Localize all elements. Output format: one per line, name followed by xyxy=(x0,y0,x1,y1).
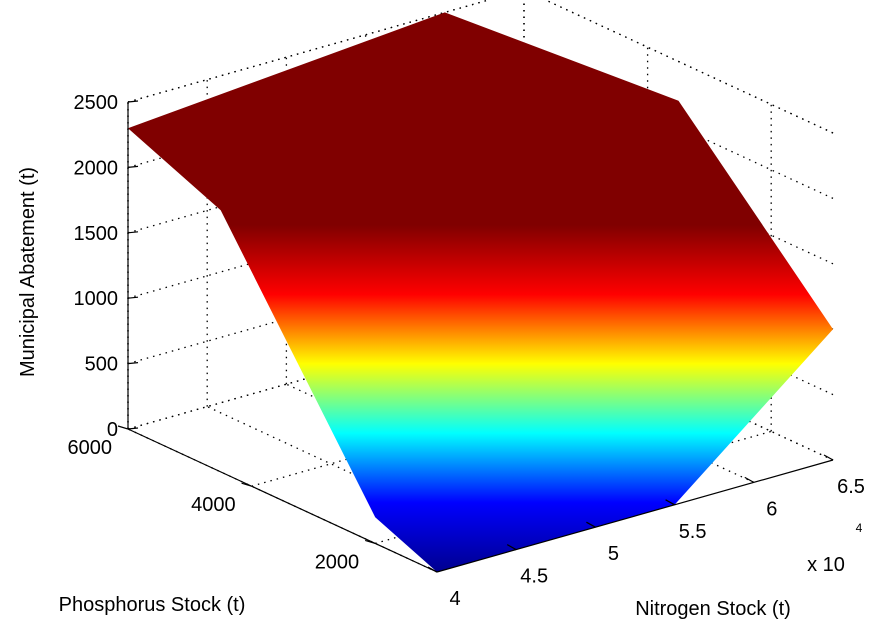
x-tick xyxy=(823,454,834,461)
x-multiplier-label: x 10 xyxy=(807,554,845,576)
z-tick xyxy=(127,296,139,299)
z-axis-title: Municipal Abatement (t) xyxy=(17,167,39,377)
x-tick-label: 6.5 xyxy=(837,476,865,498)
surface-layer xyxy=(128,12,833,572)
x-multiplier-exponent: 4 xyxy=(856,521,863,535)
z-tick xyxy=(127,100,139,103)
z-tick xyxy=(127,362,139,365)
y-tick xyxy=(117,425,129,430)
x-tick xyxy=(744,476,755,483)
x-tick xyxy=(665,499,675,506)
x-axis-title: Nitrogen Stock (t) xyxy=(635,598,791,620)
x-tick-label: 6 xyxy=(766,498,777,520)
x-tick xyxy=(586,521,596,528)
box-edge xyxy=(544,0,834,134)
x-axis-line xyxy=(436,459,834,573)
x-tick-label: 5.5 xyxy=(679,521,707,543)
y-tick-label: 2000 xyxy=(315,551,360,573)
z-tick-label: 1000 xyxy=(74,288,119,310)
y-tick-label: 4000 xyxy=(191,494,236,516)
z-tick-label: 2000 xyxy=(74,157,119,179)
x-tick xyxy=(506,544,517,551)
y-tick xyxy=(365,539,376,544)
y-axis-line xyxy=(127,428,438,573)
surface-patch xyxy=(128,12,833,572)
x-tick-label: 5 xyxy=(608,543,619,565)
z-tick-label: 1500 xyxy=(74,223,119,245)
y-axis-title: Phosphorus Stock (t) xyxy=(59,594,246,616)
z-tick-label: 2500 xyxy=(74,92,119,114)
x-tick-label: 4 xyxy=(449,588,460,610)
z-tick xyxy=(127,231,139,234)
y-tick xyxy=(241,482,252,487)
z-tick-label: 500 xyxy=(85,354,118,376)
z-tick-label: 0 xyxy=(107,419,118,441)
labels-layer: Municipal Abatement (t) Phosphorus Stock… xyxy=(17,167,863,620)
x-tick-label: 4.5 xyxy=(520,566,548,588)
axes-layer: 0 500 1000 1500 2000 2500 2000 4000 6000 4 4.5 5 5.5… xyxy=(68,92,865,610)
x-tick xyxy=(427,566,438,573)
z-tick xyxy=(127,427,139,430)
y-tick-label: 6000 xyxy=(68,437,113,459)
z-tick xyxy=(127,165,139,168)
